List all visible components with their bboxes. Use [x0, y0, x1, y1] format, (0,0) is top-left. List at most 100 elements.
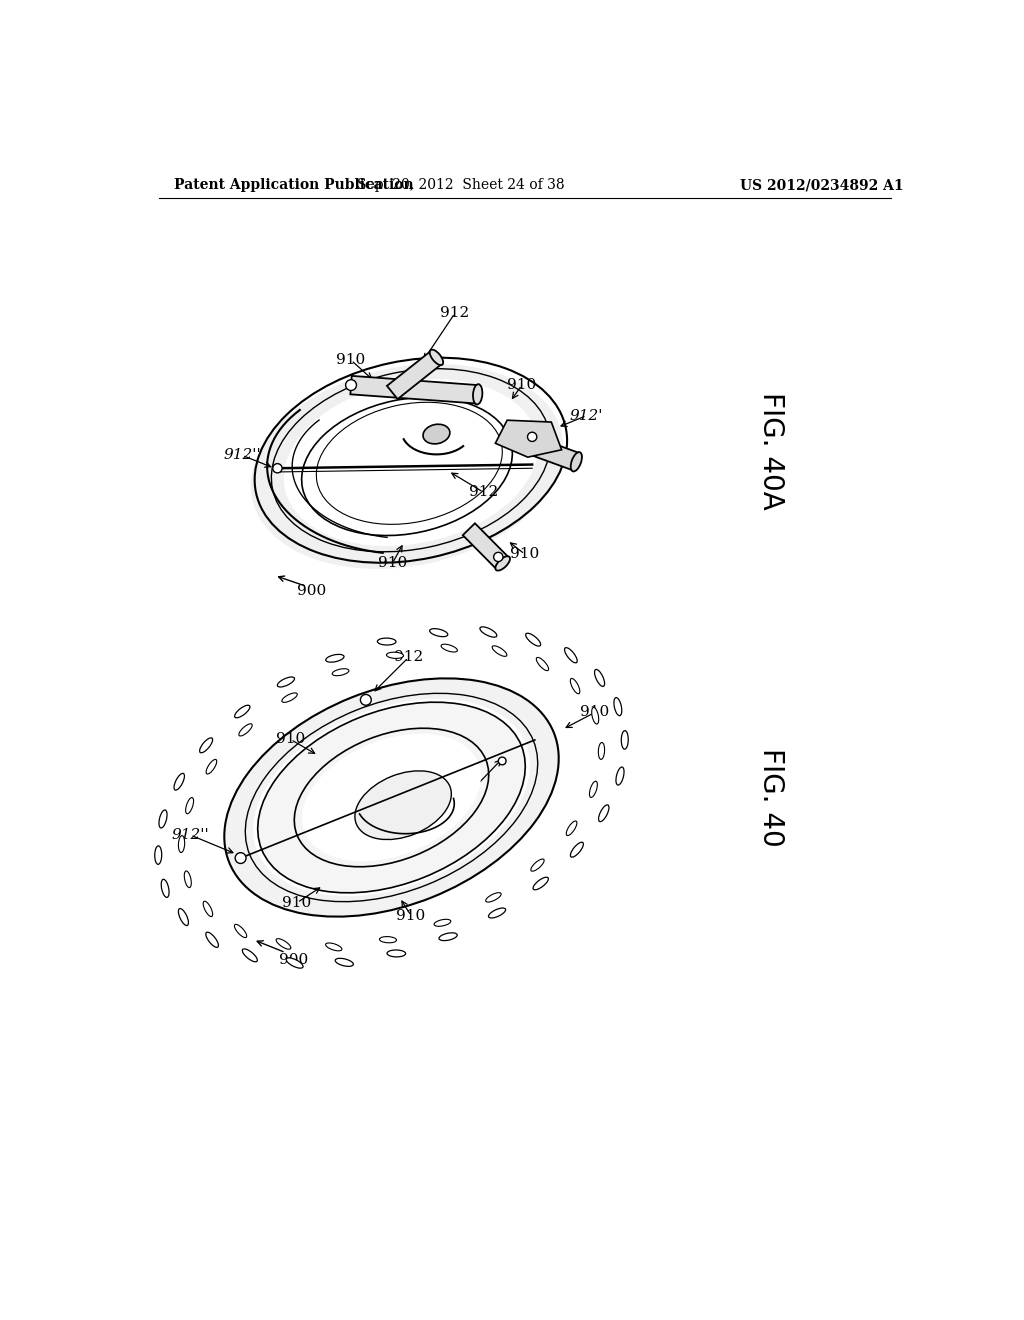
Ellipse shape: [278, 677, 295, 686]
Circle shape: [272, 463, 282, 473]
Text: 912': 912': [570, 409, 603, 422]
Ellipse shape: [159, 810, 167, 828]
Ellipse shape: [234, 924, 247, 937]
Ellipse shape: [485, 892, 501, 902]
Ellipse shape: [530, 859, 544, 871]
Ellipse shape: [284, 379, 538, 546]
Text: 912: 912: [364, 809, 393, 822]
Text: US 2012/0234892 A1: US 2012/0234892 A1: [740, 178, 904, 193]
Ellipse shape: [525, 634, 541, 645]
Ellipse shape: [184, 871, 191, 887]
Ellipse shape: [185, 797, 194, 814]
Ellipse shape: [387, 950, 406, 957]
Text: 912: 912: [394, 651, 423, 664]
Ellipse shape: [203, 902, 213, 916]
Text: 912'': 912'': [171, 828, 209, 842]
Ellipse shape: [174, 774, 184, 791]
Circle shape: [494, 552, 503, 561]
Text: 910: 910: [396, 908, 426, 923]
Text: 910: 910: [378, 557, 407, 570]
Ellipse shape: [592, 708, 599, 725]
Ellipse shape: [200, 738, 213, 752]
Ellipse shape: [614, 697, 622, 715]
Ellipse shape: [564, 648, 578, 663]
Ellipse shape: [441, 644, 458, 652]
Text: 912': 912': [436, 803, 470, 817]
Ellipse shape: [326, 655, 344, 663]
Ellipse shape: [206, 759, 217, 774]
Ellipse shape: [570, 678, 580, 694]
Ellipse shape: [496, 556, 510, 570]
Ellipse shape: [178, 836, 184, 853]
Text: 910: 910: [337, 354, 366, 367]
Ellipse shape: [234, 705, 250, 718]
Ellipse shape: [335, 958, 353, 966]
Ellipse shape: [378, 638, 396, 645]
Ellipse shape: [243, 949, 257, 962]
Text: FIG. 40A: FIG. 40A: [758, 392, 785, 510]
Ellipse shape: [566, 821, 577, 836]
Ellipse shape: [595, 669, 604, 686]
Text: 910: 910: [507, 378, 537, 392]
Ellipse shape: [286, 958, 303, 968]
Ellipse shape: [439, 933, 458, 941]
Text: 900: 900: [280, 953, 308, 966]
Polygon shape: [350, 376, 478, 404]
Circle shape: [346, 380, 356, 391]
Ellipse shape: [326, 942, 342, 950]
Text: Sep. 20, 2012  Sheet 24 of 38: Sep. 20, 2012 Sheet 24 of 38: [357, 178, 565, 193]
Ellipse shape: [253, 698, 530, 896]
Ellipse shape: [355, 771, 452, 840]
Ellipse shape: [430, 628, 447, 636]
Ellipse shape: [155, 846, 162, 865]
Ellipse shape: [332, 669, 349, 676]
Text: 910: 910: [276, 733, 305, 746]
Ellipse shape: [493, 645, 507, 656]
Ellipse shape: [430, 350, 443, 366]
Ellipse shape: [616, 767, 624, 785]
Text: 912: 912: [440, 306, 470, 321]
Ellipse shape: [590, 781, 597, 797]
Ellipse shape: [534, 878, 549, 890]
Ellipse shape: [309, 403, 505, 531]
Ellipse shape: [480, 627, 497, 638]
Circle shape: [499, 758, 506, 764]
Text: 912'': 912'': [223, 449, 261, 462]
Ellipse shape: [206, 932, 218, 948]
Text: 910: 910: [283, 895, 311, 909]
Text: 912: 912: [469, 486, 499, 499]
Ellipse shape: [178, 908, 188, 925]
Ellipse shape: [251, 364, 563, 569]
Ellipse shape: [239, 723, 252, 737]
Text: 900: 900: [297, 585, 326, 598]
Polygon shape: [496, 420, 561, 457]
Ellipse shape: [570, 842, 584, 857]
Ellipse shape: [282, 693, 297, 702]
Ellipse shape: [598, 742, 604, 759]
Text: FIG. 40: FIG. 40: [758, 748, 785, 847]
Ellipse shape: [386, 652, 403, 659]
Ellipse shape: [599, 805, 609, 821]
Ellipse shape: [161, 879, 169, 898]
Ellipse shape: [258, 702, 525, 892]
Ellipse shape: [224, 678, 559, 916]
Text: Patent Application Publication: Patent Application Publication: [174, 178, 414, 193]
Circle shape: [236, 853, 246, 863]
Ellipse shape: [488, 908, 506, 917]
Polygon shape: [387, 351, 441, 399]
Ellipse shape: [537, 657, 549, 671]
Polygon shape: [510, 430, 580, 470]
Polygon shape: [463, 523, 509, 569]
Ellipse shape: [434, 919, 451, 927]
Circle shape: [360, 694, 372, 705]
Ellipse shape: [302, 734, 481, 861]
Circle shape: [527, 432, 537, 441]
Ellipse shape: [380, 937, 396, 942]
Ellipse shape: [473, 384, 482, 404]
Ellipse shape: [622, 731, 629, 750]
Ellipse shape: [570, 453, 582, 471]
Ellipse shape: [423, 424, 450, 444]
Text: 910: 910: [510, 548, 540, 561]
Ellipse shape: [276, 939, 291, 949]
Text: 910: 910: [581, 705, 609, 719]
